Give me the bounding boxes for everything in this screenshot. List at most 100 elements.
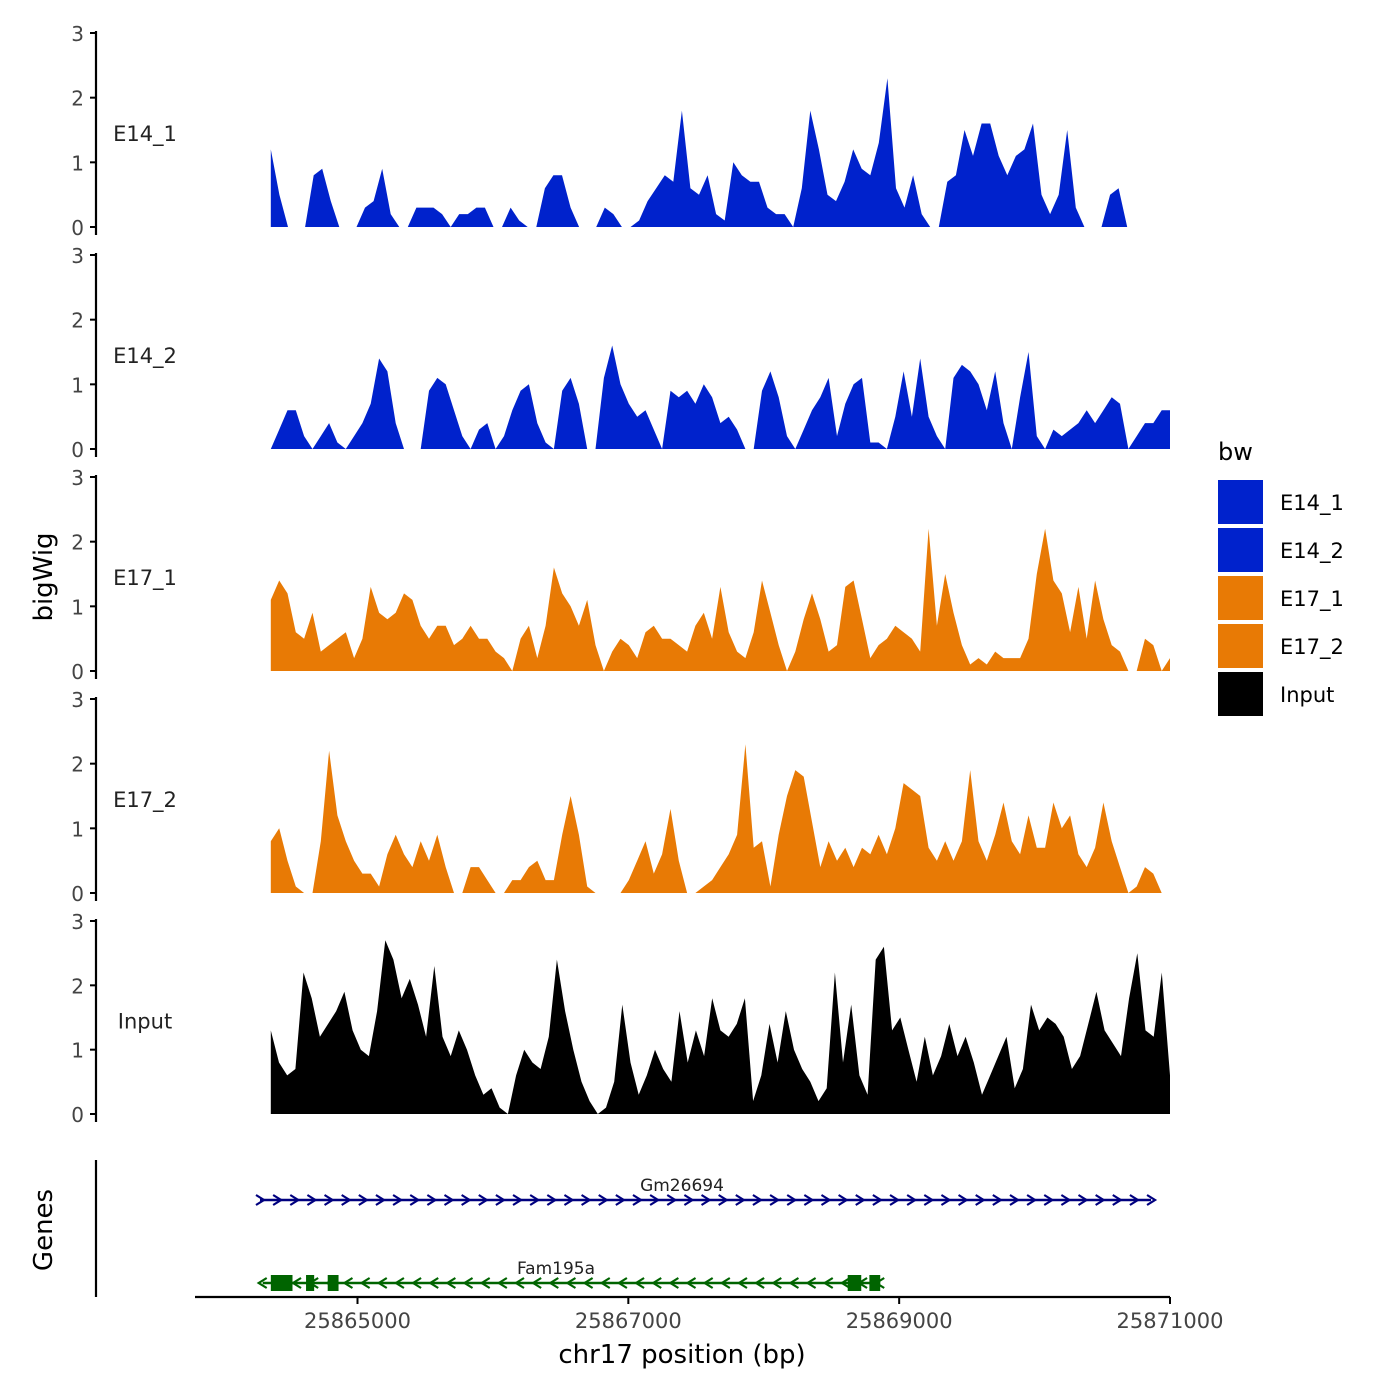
strand-arrow <box>598 1194 609 1206</box>
track-Input: 0 1 2 3 Input <box>71 910 1170 1127</box>
strand-arrow <box>685 1277 697 1289</box>
strand-arrow <box>409 1194 421 1206</box>
legend-label: E14_1 <box>1280 491 1344 516</box>
y-tick-label: 3 <box>71 688 84 712</box>
legend-label: Input <box>1280 683 1334 707</box>
strand-arrow <box>341 1194 352 1206</box>
strand-arrow <box>512 1194 524 1206</box>
strand-arrow <box>496 1277 508 1289</box>
y-tick-label: 0 <box>71 660 84 684</box>
coverage-area-Input <box>270 940 1170 1114</box>
gene-name: Gm26694 <box>640 1176 724 1196</box>
strand-arrow <box>359 1277 371 1289</box>
strand-arrow <box>666 1194 678 1206</box>
coverage-area-E14_2 <box>270 345 1170 449</box>
strand-arrow <box>392 1194 404 1206</box>
strand-arrow <box>649 1194 661 1206</box>
strand-arrow <box>889 1194 901 1206</box>
strand-arrow <box>565 1277 577 1289</box>
x-tick-label: 25869000 <box>846 1309 953 1333</box>
strand-arrow <box>1009 1194 1021 1206</box>
y-tick-label: 3 <box>71 22 84 46</box>
y-tick-label: 0 <box>71 1103 84 1127</box>
legend-title: bw <box>1218 438 1253 466</box>
strand-arrow <box>632 1194 644 1206</box>
strand-arrow <box>582 1277 594 1289</box>
strand-arrow <box>426 1194 438 1206</box>
track-label: Input <box>118 1010 172 1034</box>
strand-arrow <box>752 1194 764 1206</box>
genes-axis-title: Genes <box>29 1189 59 1271</box>
strand-arrow <box>1146 1194 1158 1206</box>
strand-arrow <box>428 1277 439 1289</box>
track-label: E14_2 <box>113 344 177 369</box>
y-tick-label: 2 <box>71 309 84 333</box>
strand-arrow <box>700 1194 712 1206</box>
exon <box>869 1275 881 1291</box>
strand-arrow <box>272 1194 284 1206</box>
strand-arrow <box>255 1194 267 1206</box>
track-label: E17_1 <box>113 566 177 591</box>
strand-arrow <box>546 1194 558 1206</box>
y-tick-label: 1 <box>71 817 84 841</box>
strand-arrow <box>683 1194 695 1206</box>
strand-arrow <box>306 1194 318 1206</box>
strand-arrow <box>992 1194 1003 1206</box>
x-tick-label: 25871000 <box>1117 1309 1224 1333</box>
coverage-area-E17_2 <box>270 744 1170 893</box>
y-tick-label: 0 <box>71 216 84 240</box>
exon <box>847 1275 862 1291</box>
coverage-tracks: 0 1 2 3 E14_1 0 1 2 3 E14_2 0 1 2 3 E17_1 0 1 2 3 E17_2 0 1 2 3… <box>71 22 1170 1127</box>
strand-arrow <box>443 1194 455 1206</box>
strand-arrow <box>461 1194 472 1206</box>
legend-label: E17_1 <box>1280 587 1344 612</box>
strand-arrow <box>445 1277 456 1289</box>
strand-arrow <box>1026 1194 1038 1206</box>
strand-arrow <box>769 1194 781 1206</box>
strand-arrow <box>616 1277 628 1289</box>
strand-arrow <box>839 1277 851 1289</box>
strand-arrow <box>872 1194 883 1206</box>
strand-arrow <box>479 1277 491 1289</box>
strand-arrow <box>376 1277 388 1289</box>
legend-swatch-E14_2 <box>1218 528 1263 572</box>
y-tick-label: 3 <box>71 244 84 268</box>
strand-arrow <box>513 1277 525 1289</box>
strand-arrow <box>529 1194 541 1206</box>
strand-arrow <box>342 1277 354 1289</box>
strand-arrow <box>289 1194 301 1206</box>
y-tick-label: 2 <box>71 753 84 777</box>
strand-arrow <box>375 1194 387 1206</box>
strand-arrow <box>668 1277 679 1289</box>
track-E17_2: 0 1 2 3 E17_2 <box>71 688 1170 906</box>
track-E14_1: 0 1 2 3 E14_1 <box>71 22 1170 240</box>
legend-swatch-E17_1 <box>1218 576 1263 620</box>
legend-label: E17_2 <box>1280 635 1344 660</box>
strand-arrow <box>411 1277 422 1289</box>
strand-arrow <box>735 1194 746 1206</box>
strand-arrow <box>358 1194 369 1206</box>
strand-arrow <box>855 1194 866 1206</box>
exon <box>306 1275 315 1291</box>
strand-arrow <box>256 1277 268 1289</box>
strand-arrow <box>323 1194 335 1206</box>
strand-arrow <box>531 1277 542 1289</box>
x-axis-title: chr17 position (bp) <box>558 1340 805 1370</box>
strand-arrow <box>940 1194 952 1206</box>
track-E17_1: 0 1 2 3 E17_1 <box>71 466 1170 684</box>
strand-arrow <box>393 1277 405 1289</box>
x-tick-label: 25865000 <box>304 1309 411 1333</box>
y-tick-label: 2 <box>71 531 84 555</box>
strand-arrow <box>736 1277 748 1289</box>
strand-arrow <box>838 1194 849 1206</box>
strand-arrow <box>1060 1194 1072 1206</box>
track-E14_2: 0 1 2 3 E14_2 <box>71 244 1170 462</box>
strand-arrow <box>754 1277 765 1289</box>
strand-arrow <box>957 1194 969 1206</box>
gene-track: Gm26694 Fam195a <box>94 1160 1158 1297</box>
strand-arrow <box>820 1194 832 1206</box>
strand-arrow <box>771 1277 782 1289</box>
x-axis: 25865000 25867000 25869000 25871000 <box>195 1295 1224 1333</box>
strand-arrow <box>290 1277 302 1289</box>
